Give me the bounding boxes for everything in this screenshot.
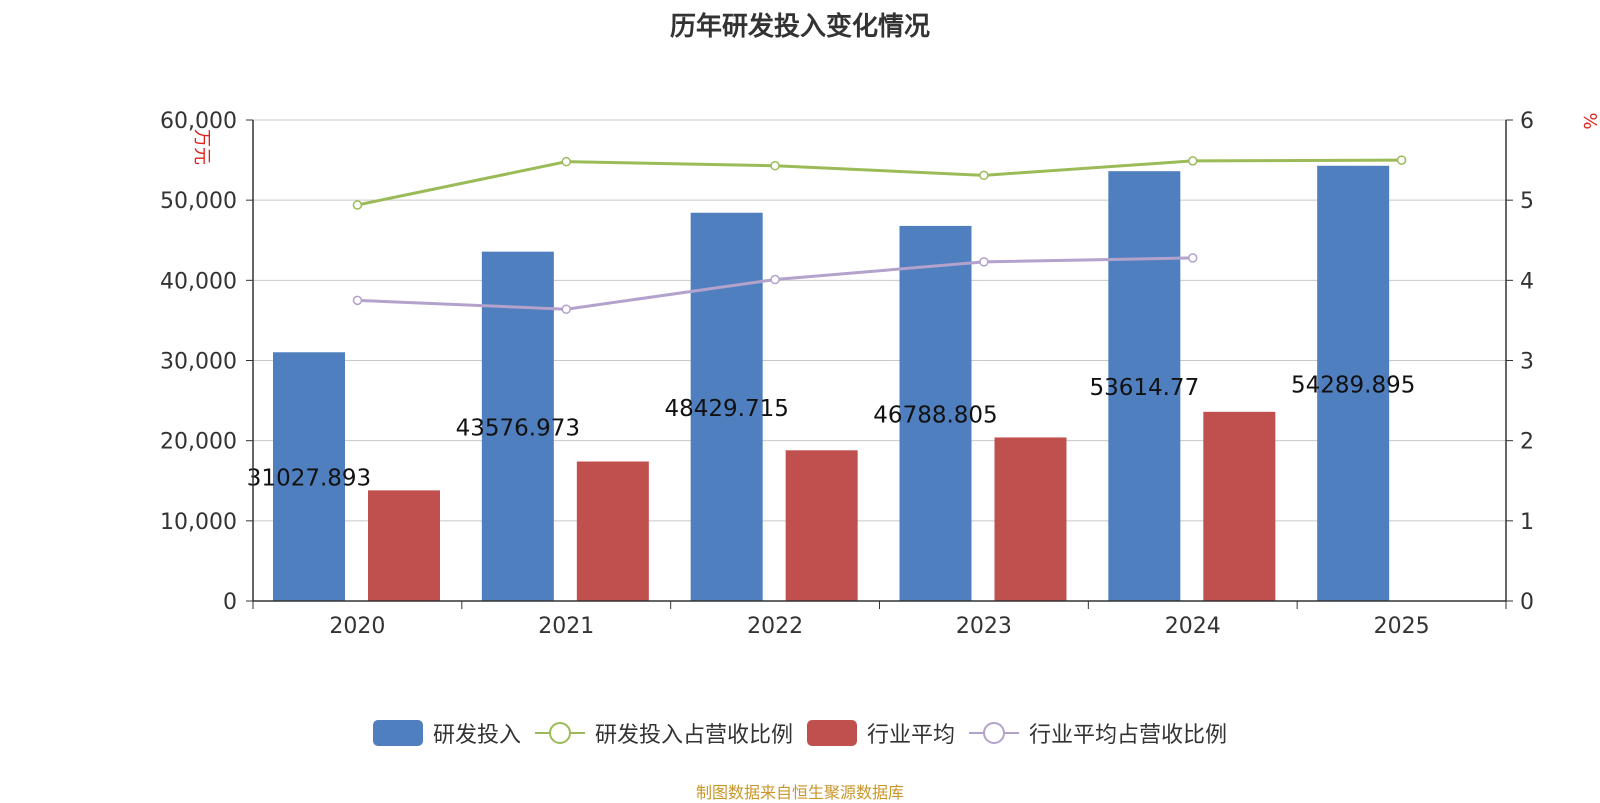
bar-rd	[1317, 165, 1390, 601]
legend-label-rd-ratio: 研发投入占营收比例	[594, 723, 793, 748]
legend-item-industry-ratio[interactable]: 行业平均占营收比例	[969, 717, 1227, 749]
source-note: 制图数据来自恒生聚源数据库	[695, 783, 904, 802]
right-tick-label: 1	[1520, 510, 1534, 535]
left-tick-label: 0	[223, 590, 237, 615]
industry-ratio-point	[770, 274, 780, 285]
bar-group	[273, 165, 1390, 602]
x-tick-label: 2022	[747, 614, 803, 639]
right-tick-label: 6	[1520, 109, 1534, 134]
bar-industry	[785, 450, 858, 601]
left-tick-label: 50,000	[160, 189, 237, 214]
x-tick-label: 2023	[956, 614, 1012, 639]
industry-ratio-point	[1188, 253, 1198, 263]
bar-data-label: 43576.973	[456, 415, 580, 441]
left-tick-label: 60,000	[160, 109, 237, 134]
right-tick-label: 2	[1520, 430, 1534, 455]
left-tick-label: 10,000	[160, 510, 237, 535]
line-group	[352, 155, 1407, 314]
bar-rd	[481, 251, 554, 601]
right-tick-label: 0	[1520, 590, 1534, 615]
bar-rd	[273, 352, 345, 601]
bar-industry	[994, 437, 1067, 601]
rd-ratio-point	[352, 200, 363, 210]
legend: 研发投入 研发投入占营收比例 行业平均 行业平均占营收比例	[0, 717, 1600, 749]
industry-ratio-point	[352, 295, 363, 306]
bar-rd	[690, 212, 763, 601]
bar-data-label: 54289.895	[1291, 372, 1415, 398]
rd-ratio-point	[1188, 156, 1198, 166]
right-axis-unit: %	[1579, 112, 1600, 129]
grid-lines	[253, 119, 1506, 522]
industry-ratio-point	[979, 257, 989, 267]
right-tick-label: 4	[1520, 269, 1534, 294]
bar-data-label: 31027.893	[247, 466, 371, 492]
legend-item-rd-ratio[interactable]: 研发投入占营收比例	[534, 717, 793, 749]
bar-data-label: 48429.715	[664, 396, 788, 422]
bar-rd	[899, 225, 972, 602]
legend-item-industry[interactable]: 行业平均	[807, 717, 955, 749]
left-axis-unit: 万元	[191, 129, 212, 165]
legend-label-industry: 行业平均	[867, 723, 956, 748]
left-tick-label: 40,000	[160, 269, 237, 294]
legend-swatch-industry-ratio	[969, 722, 1020, 744]
axes: 0 10,000 20,000 30,000 40,000 50,000 60,000 0 1 2…	[160, 109, 1600, 639]
legend-item-rd[interactable]: 研发投入	[372, 717, 521, 749]
legend-swatch-rd-ratio	[534, 722, 585, 744]
bar-industry	[576, 461, 649, 601]
bar-industry	[368, 490, 440, 601]
x-tick-label: 2020	[329, 614, 385, 639]
industry-ratio-point	[561, 304, 571, 314]
data-labels: 31027.893 43576.973 48429.715 46788.805 5361…	[247, 372, 1416, 491]
rd-ratio-point	[561, 156, 571, 167]
x-tick-label: 2025	[1374, 614, 1430, 639]
left-tick-label: 20,000	[160, 430, 237, 455]
rd-ratio-point	[1396, 155, 1407, 165]
legend-label-industry-ratio: 行业平均占营收比例	[1029, 723, 1228, 748]
left-tick-label: 30,000	[160, 350, 237, 375]
right-tick-label: 5	[1520, 189, 1534, 214]
legend-swatch-rd	[372, 720, 423, 746]
bar-industry	[1203, 411, 1276, 601]
rd-ratio-point	[979, 170, 989, 181]
legend-swatch-industry	[807, 720, 857, 746]
bar-rd	[1108, 171, 1181, 601]
bar-data-label: 46788.805	[873, 402, 997, 428]
chart-title: 历年研发投入变化情况	[669, 12, 930, 42]
x-tick-label: 2024	[1165, 614, 1221, 639]
rd-ratio-point	[770, 160, 780, 171]
x-tick-label: 2021	[538, 614, 594, 639]
legend-label-rd: 研发投入	[432, 723, 521, 748]
right-tick-label: 3	[1520, 350, 1534, 375]
rd-ratio-line	[357, 158, 1402, 207]
bar-data-label: 53614.77	[1089, 375, 1199, 401]
